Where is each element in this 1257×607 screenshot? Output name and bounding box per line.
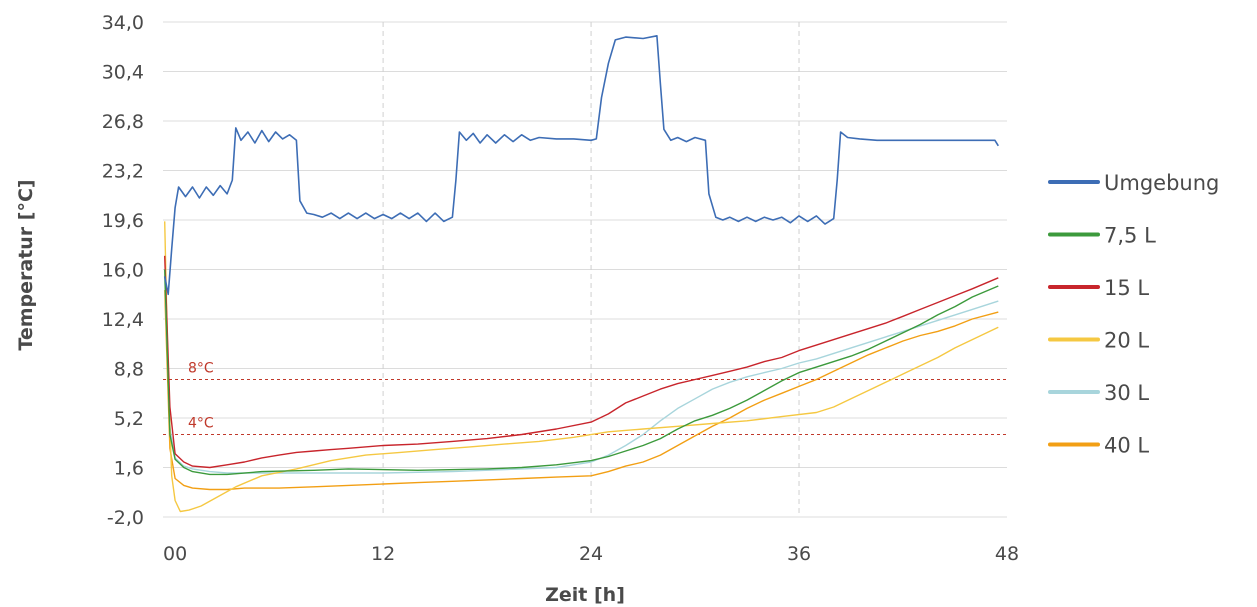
y-tick-labels: -2,0 1,6 5,2 8,8 12,4 16,0 19,6 23,2 26,8 30,4 34,… — [102, 12, 144, 529]
x-tick-labels: 00 12 24 36 48 — [163, 543, 1019, 565]
series-line — [164, 269, 999, 476]
reference-lines: 8°C 4°C — [163, 361, 1007, 435]
y-tick-label: 30,4 — [102, 62, 144, 84]
legend-entry: 40 L — [1104, 434, 1149, 458]
x-tick-label: 48 — [995, 543, 1019, 565]
reference-line-label: 4°C — [188, 416, 214, 432]
x-tick-label: 36 — [787, 543, 811, 565]
y-tick-label: 12,4 — [102, 309, 144, 331]
series-line — [164, 255, 999, 469]
y-tick-label: 34,0 — [102, 12, 144, 34]
legend: Umgebung 7,5 L 15 L 20 L 30 L 40 L — [1048, 171, 1219, 458]
y-tick-label: 19,6 — [102, 210, 144, 232]
x-tick-label: 12 — [371, 543, 395, 565]
legend-entry: Umgebung — [1104, 171, 1219, 195]
legend-entry: 20 L — [1104, 329, 1149, 353]
legend-entry: 30 L — [1104, 381, 1149, 405]
series-line — [163, 35, 999, 296]
legend-entry: 7,5 L — [1104, 224, 1156, 248]
y-tick-label: 16,0 — [102, 260, 144, 282]
y-tick-label: 5,2 — [114, 408, 144, 430]
y-axis-title: Temperatur [°C] — [15, 179, 37, 350]
y-tick-label: 1,6 — [114, 458, 144, 480]
x-tick-label: 00 — [163, 543, 187, 565]
series-lines — [163, 35, 999, 513]
y-tick-label: 26,8 — [102, 111, 144, 133]
x-axis-title: Zeit [h] — [545, 584, 625, 606]
reference-line-label: 8°C — [188, 361, 214, 377]
x-tick-label: 24 — [579, 543, 603, 565]
y-tick-label: -2,0 — [107, 507, 144, 529]
legend-entry: 15 L — [1104, 276, 1149, 300]
y-tick-label: 8,8 — [114, 359, 144, 381]
series-line — [164, 276, 999, 474]
grid-lines — [163, 21, 1007, 518]
series-line — [164, 290, 999, 491]
y-tick-label: 23,2 — [102, 161, 144, 183]
series-line — [164, 221, 999, 513]
